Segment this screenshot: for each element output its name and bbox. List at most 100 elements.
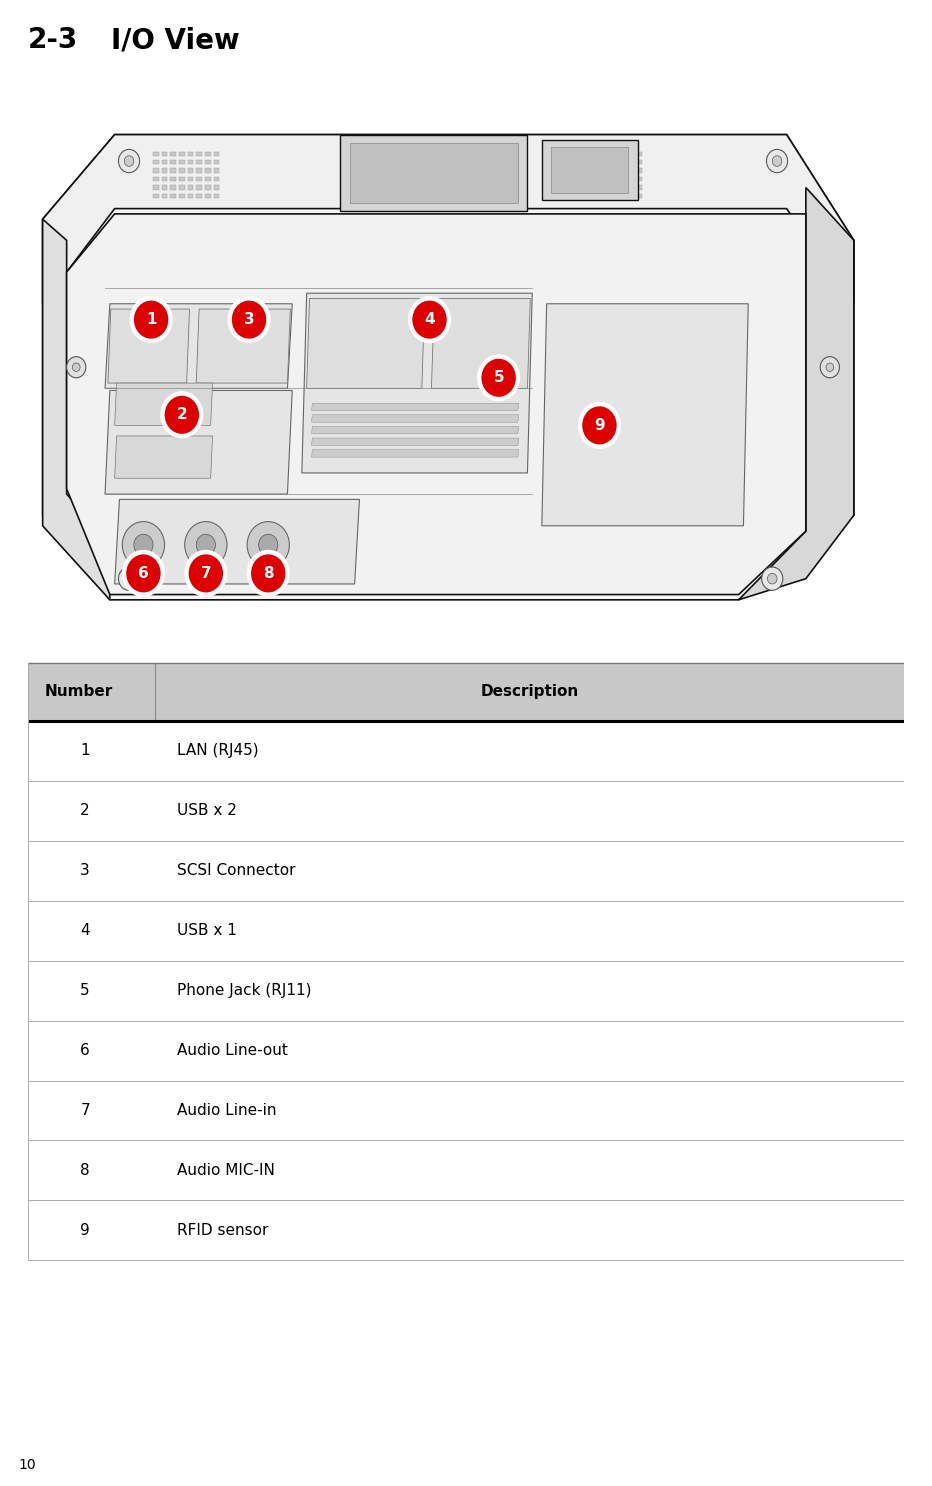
Bar [593, 168, 598, 172]
Bar [593, 186, 598, 190]
Polygon shape [43, 135, 854, 303]
Polygon shape [115, 435, 212, 478]
Bar [627, 160, 633, 163]
Bar [584, 160, 590, 163]
Bar [205, 186, 211, 190]
Polygon shape [432, 299, 530, 388]
Text: Phone Jack (RJ11): Phone Jack (RJ11) [177, 984, 311, 999]
Bar [187, 152, 193, 156]
Text: 4: 4 [424, 312, 435, 327]
Polygon shape [311, 403, 519, 410]
Text: 8: 8 [80, 1164, 89, 1178]
Text: Audio MIC-IN: Audio MIC-IN [177, 1164, 275, 1178]
Text: I/O View: I/O View [111, 27, 240, 53]
Bar [187, 177, 193, 181]
Circle shape [122, 522, 165, 568]
Polygon shape [105, 391, 293, 493]
Bar [153, 186, 158, 190]
Bar [179, 152, 185, 156]
Text: RFID sensor: RFID sensor [177, 1223, 268, 1238]
Circle shape [67, 357, 86, 377]
Bar [197, 160, 202, 163]
Circle shape [247, 522, 289, 568]
Bar [575, 152, 582, 156]
Polygon shape [302, 293, 532, 473]
Circle shape [480, 358, 517, 398]
Circle shape [826, 363, 834, 372]
Polygon shape [552, 147, 628, 193]
Bar [627, 177, 633, 181]
Bar [179, 160, 185, 163]
Polygon shape [197, 309, 291, 383]
Bar [213, 186, 219, 190]
Bar [593, 177, 598, 181]
Text: 8: 8 [263, 566, 274, 581]
Text: 1: 1 [146, 312, 157, 327]
Text: 10: 10 [19, 1458, 36, 1473]
Polygon shape [311, 450, 519, 458]
Bar [161, 177, 168, 181]
Polygon shape [43, 135, 854, 600]
Text: 7: 7 [200, 566, 212, 581]
Bar [636, 152, 641, 156]
Bar [161, 160, 168, 163]
Bar [636, 160, 641, 163]
Bar [179, 168, 185, 172]
Circle shape [185, 522, 227, 568]
Bar [636, 193, 641, 198]
Bar [575, 177, 582, 181]
Text: USB x 1: USB x 1 [177, 923, 237, 938]
Circle shape [133, 300, 170, 340]
Bar [610, 177, 616, 181]
Bar [205, 168, 211, 172]
Bar [171, 168, 176, 172]
Circle shape [187, 553, 224, 593]
Bar [575, 193, 582, 198]
Bar [161, 168, 168, 172]
Text: 9: 9 [594, 418, 605, 432]
Bar [187, 168, 193, 172]
Bar [179, 186, 185, 190]
Bar [601, 193, 607, 198]
Bar [161, 152, 168, 156]
Bar [171, 152, 176, 156]
Polygon shape [115, 383, 212, 425]
Bar [636, 177, 641, 181]
Circle shape [767, 574, 777, 584]
Text: 3: 3 [80, 863, 90, 878]
Text: 1: 1 [80, 743, 89, 758]
Bar [610, 152, 616, 156]
Bar [213, 193, 219, 198]
Bar [171, 160, 176, 163]
Bar [179, 193, 185, 198]
Polygon shape [115, 499, 360, 584]
Polygon shape [739, 187, 854, 600]
Text: 2-3: 2-3 [28, 27, 78, 53]
Bar [619, 177, 624, 181]
Bar [619, 160, 624, 163]
Circle shape [134, 535, 153, 556]
Circle shape [73, 363, 80, 372]
FancyBboxPatch shape [28, 663, 904, 721]
Bar [601, 168, 607, 172]
Bar [584, 186, 590, 190]
Bar [187, 186, 193, 190]
Circle shape [259, 535, 278, 556]
Bar [171, 177, 176, 181]
Text: 5: 5 [493, 370, 504, 385]
Text: 5: 5 [80, 984, 89, 999]
Bar [171, 186, 176, 190]
Polygon shape [43, 218, 110, 600]
Bar [610, 168, 616, 172]
Text: Audio Line-in: Audio Line-in [177, 1103, 277, 1117]
Bar [636, 186, 641, 190]
Text: Audio Line-out: Audio Line-out [177, 1043, 288, 1058]
Bar [584, 177, 590, 181]
Polygon shape [67, 214, 806, 594]
Circle shape [118, 150, 140, 172]
Circle shape [125, 553, 161, 593]
Bar [601, 186, 607, 190]
Text: USB x 2: USB x 2 [177, 804, 237, 819]
Bar [601, 152, 607, 156]
Bar [627, 186, 633, 190]
